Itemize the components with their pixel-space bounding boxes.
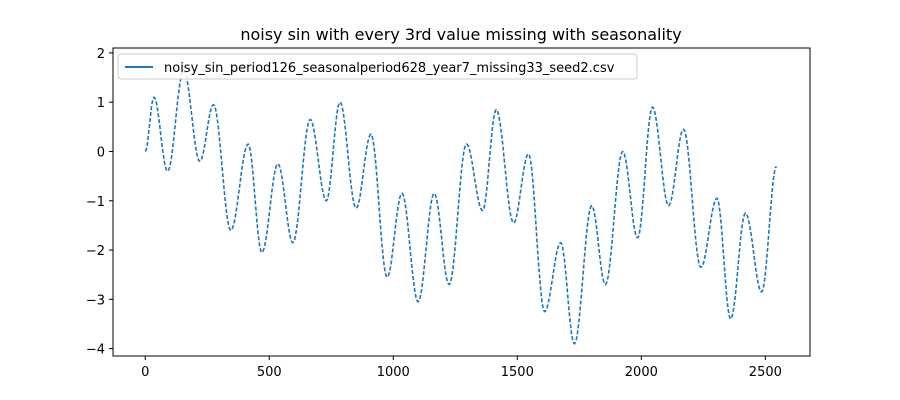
y-tick-label: 0 — [97, 145, 105, 160]
y-tick-label: −1 — [86, 195, 105, 210]
legend: noisy_sin_period126_seasonalperiod628_ye… — [117, 53, 638, 80]
y-tick-label: 2 — [97, 47, 105, 62]
x-tick-label: 2000 — [625, 365, 658, 380]
x-tick-label: 2500 — [749, 365, 782, 380]
chart-title: noisy sin with every 3rd value missing w… — [240, 25, 681, 44]
y-tick-label: −3 — [86, 293, 105, 308]
series-line-0 — [144, 69, 778, 345]
legend-label: noisy_sin_period126_seasonalperiod628_ye… — [164, 61, 615, 76]
x-tick-label: 0 — [141, 365, 149, 380]
y-tick-label: −2 — [86, 244, 105, 259]
x-axis: 0 500 1000 1500 2000 2500 — [141, 356, 782, 380]
plot-area — [112, 47, 811, 357]
x-tick-label: 1000 — [377, 365, 410, 380]
x-tick-label: 1500 — [501, 365, 534, 380]
axes-frame — [112, 47, 811, 357]
y-tick-label: −4 — [86, 343, 105, 358]
y-axis: −4 −3 −2 −1 0 1 2 — [86, 47, 113, 358]
x-tick-label: 500 — [257, 365, 282, 380]
y-tick-label: 1 — [97, 96, 105, 111]
legend-box — [117, 53, 638, 80]
